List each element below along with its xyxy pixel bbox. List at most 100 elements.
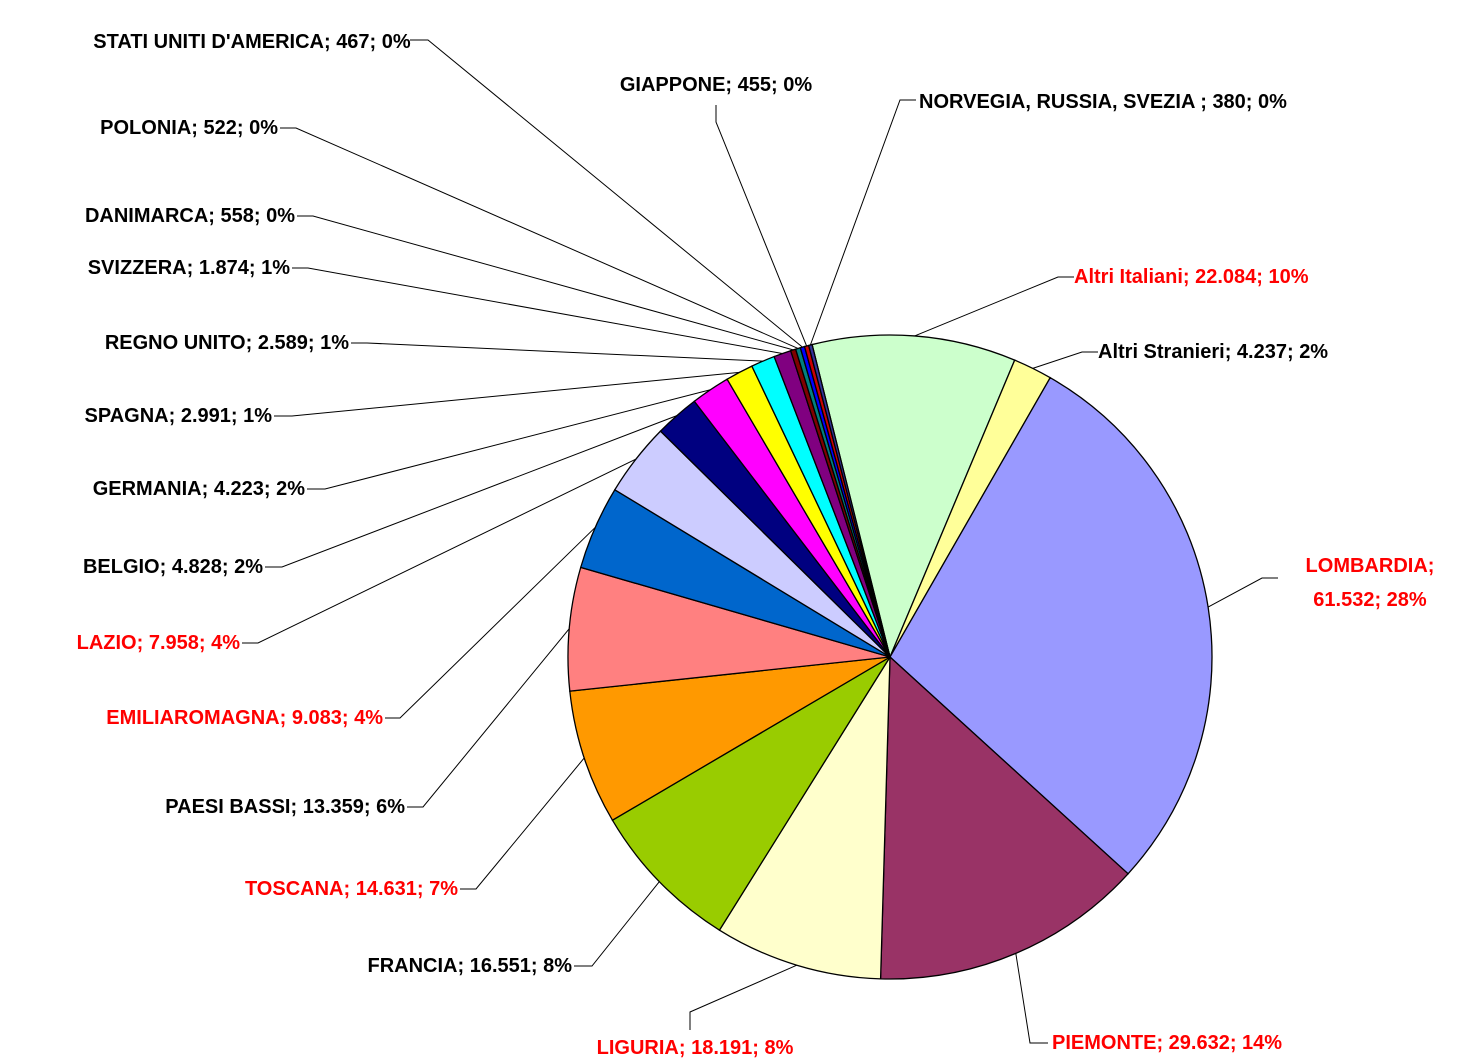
data-label: FRANCIA; 16.551; 8%	[367, 949, 572, 983]
data-label: LAZIO; 7.958; 4%	[77, 626, 240, 660]
label-category: FRANCIA	[367, 955, 458, 977]
label-value: 455; 0%	[737, 74, 813, 96]
label-separator: ;	[343, 878, 356, 900]
data-label: GERMANIA; 4.223; 2%	[93, 472, 305, 506]
label-value: 13.359; 6%	[302, 796, 405, 818]
data-label: PIEMONTE; 29.632; 14%	[1052, 1026, 1282, 1060]
label-separator: ;	[1156, 1032, 1169, 1054]
label-category: Altri Italiani	[1074, 266, 1183, 288]
pie-slice	[567, 566, 891, 692]
label-separator: ;	[290, 796, 303, 818]
label-separator: ;	[168, 405, 181, 427]
label-separator: ;	[136, 632, 149, 654]
label-separator: ;	[186, 257, 199, 279]
label-separator: ;	[678, 1037, 692, 1059]
label-value: 18.191; 8%	[691, 1037, 794, 1059]
label-separator: ;	[159, 556, 172, 578]
label-value: 61.532; 28%	[1313, 589, 1427, 611]
data-label: TOSCANA; 14.631; 7%	[245, 872, 458, 906]
label-value: 4.237; 2%	[1236, 341, 1329, 363]
label-value: 4.223; 2%	[213, 478, 305, 500]
leader-line	[574, 881, 660, 967]
label-category: Altri Stranieri	[1098, 341, 1225, 363]
data-label: SVIZZERA; 1.874; 1%	[88, 251, 290, 285]
label-category: EMILIAROMAGNA	[106, 707, 280, 729]
leader-line	[410, 39, 803, 348]
data-label: Altri Stranieri; 4.237; 2%	[1098, 335, 1328, 369]
leader-line	[274, 371, 740, 417]
data-label: PAESI BASSI; 13.359; 6%	[165, 790, 405, 824]
data-label: LOMBARDIA; 61.532; 28%	[1306, 549, 1435, 617]
label-category: LAZIO	[76, 632, 137, 654]
label-separator: ;	[457, 955, 470, 977]
leader-line	[385, 527, 596, 719]
data-label: REGNO UNITO; 2.589; 1%	[105, 326, 349, 360]
label-category: PAESI BASSI	[165, 796, 291, 818]
leader-line	[460, 757, 585, 890]
data-label: GIAPPONE; 455; 0%	[620, 68, 812, 102]
leader-line	[715, 105, 808, 347]
data-label: DANIMARCA; 558; 0%	[85, 199, 295, 233]
label-category: PIEMONTE	[1052, 1032, 1157, 1054]
label-value: 1.874; 1%	[198, 257, 290, 279]
leader-line	[689, 964, 797, 1030]
label-category: DANIMARCA	[84, 205, 209, 227]
label-category: NORVEGIA, RUSSIA, SVEZIA	[919, 91, 1201, 113]
leader-line	[280, 127, 799, 349]
label-separator: ;	[201, 478, 214, 500]
pie-slice	[879, 655, 1129, 980]
label-separator: ;	[323, 31, 337, 53]
label-category: SVIZZERA	[87, 257, 187, 279]
leader-line	[242, 458, 637, 644]
leader-line	[1032, 351, 1098, 369]
leader-line	[914, 276, 1074, 337]
data-label: SPAGNA; 2.991; 1%	[85, 399, 272, 433]
label-value: 9.083; 4%	[291, 707, 383, 729]
leader-line	[297, 215, 794, 351]
label-category: GIAPPONE	[619, 74, 726, 96]
label-separator: ;	[208, 205, 221, 227]
data-label: STATI UNITI D'AMERICA; 467; 0%	[87, 25, 417, 59]
label-value: 522; 0%	[203, 117, 279, 139]
label-value: 16.551; 8%	[469, 955, 572, 977]
label-value: 558; 0%	[220, 205, 296, 227]
label-separator: ;	[725, 74, 738, 96]
pie-slice	[611, 656, 891, 932]
label-separator: ;	[1427, 555, 1435, 577]
label-value: 4.828; 2%	[171, 556, 263, 578]
label-value: 29.632; 14%	[1168, 1032, 1283, 1054]
data-label: POLONIA; 522; 0%	[100, 111, 278, 145]
label-category: GERMANIA	[92, 478, 202, 500]
label-value: 2.589; 1%	[257, 332, 349, 354]
label-separator: ;	[245, 332, 258, 354]
label-separator: ;	[191, 117, 204, 139]
leader-line	[1015, 953, 1048, 1044]
label-value: 22.084; 10%	[1195, 266, 1309, 288]
pie-slice	[889, 376, 1213, 875]
label-category: STATI UNITI D'AMERICA	[93, 31, 324, 53]
label-value: 2.991; 1%	[180, 405, 272, 427]
label-value: 14.631; 7%	[355, 878, 458, 900]
leader-line	[809, 99, 916, 346]
label-value: 7.958; 4%	[148, 632, 240, 654]
data-label: Altri Italiani; 22.084; 10%	[1074, 260, 1309, 294]
label-category: REGNO UNITO	[104, 332, 246, 354]
label-category: BELGIO	[82, 556, 160, 578]
data-label: LIGURIA; 18.191; 8%	[597, 1031, 794, 1063]
data-label: NORVEGIA, RUSSIA, SVEZIA ; 380; 0%	[908, 85, 1298, 119]
label-value: 380; 0%	[1212, 91, 1287, 113]
label-category: SPAGNA	[84, 405, 169, 427]
label-separator: ;	[1224, 341, 1237, 363]
label-category: POLONIA	[100, 117, 192, 139]
leader-line	[407, 628, 570, 808]
leader-line	[307, 389, 711, 490]
leader-line	[265, 415, 678, 568]
label-separator: ;	[279, 707, 292, 729]
label-separator: ;	[1182, 266, 1196, 288]
label-category: TOSCANA	[244, 878, 344, 900]
data-label: EMILIAROMAGNA; 9.083; 4%	[106, 701, 383, 735]
data-label: BELGIO; 4.828; 2%	[83, 550, 263, 584]
label-category: LOMBARDIA	[1305, 555, 1428, 577]
